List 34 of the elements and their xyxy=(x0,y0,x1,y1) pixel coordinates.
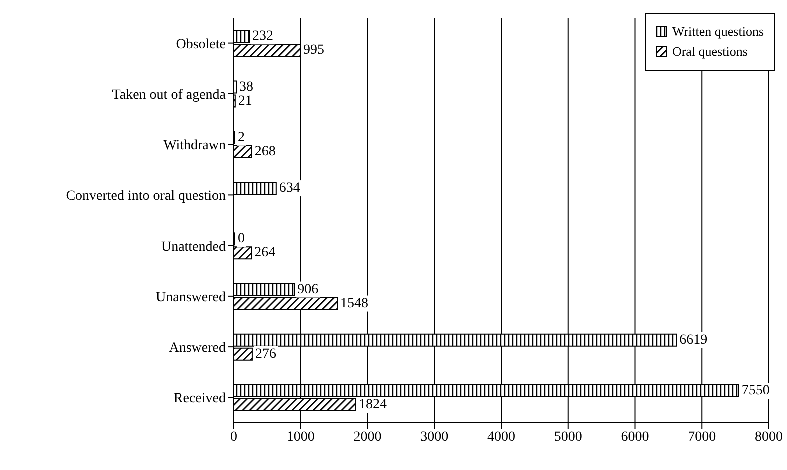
legend-label: Written questions xyxy=(672,24,764,40)
data-label: 7550 xyxy=(742,384,770,399)
y-tick-label: Unanswered xyxy=(156,290,226,306)
data-label: 268 xyxy=(254,144,276,160)
data-label: 1548 xyxy=(340,296,369,312)
y-tick-label: Taken out of agenda xyxy=(112,88,227,103)
x-tick-label: 1000 xyxy=(286,430,315,445)
y-tick-label: Withdrawn xyxy=(164,138,226,154)
data-label: 0 xyxy=(238,232,245,247)
data-label: 264 xyxy=(254,246,276,261)
data-label: 21 xyxy=(238,94,252,109)
x-tick-label: 7000 xyxy=(688,430,716,445)
x-tick-label: 2000 xyxy=(354,430,382,445)
x-tick-label: 0 xyxy=(230,430,238,445)
data-label: 995 xyxy=(304,43,325,58)
data-label: 634 xyxy=(279,181,300,196)
legend-label: Oral questions xyxy=(672,44,748,60)
y-tick-label: Unattended xyxy=(161,240,226,255)
data-label: 1824 xyxy=(358,398,387,413)
y-tick-label: Obsolete xyxy=(176,37,226,52)
x-tick-label: 6000 xyxy=(621,430,650,445)
x-tick-label: 4000 xyxy=(488,430,516,445)
data-label: 2 xyxy=(238,130,245,146)
x-tick-label: 3000 xyxy=(420,430,449,445)
x-tick-label: 5000 xyxy=(554,430,582,445)
y-tick-label: Converted into oral question xyxy=(66,189,226,204)
x-tick-label: 8000 xyxy=(755,430,783,445)
data-label: 38 xyxy=(240,80,254,95)
data-label: 232 xyxy=(252,29,274,44)
data-label: 276 xyxy=(255,346,276,362)
y-tick-label: Answered xyxy=(169,341,226,356)
y-tick-label: Received xyxy=(174,392,226,407)
data-label: 6619 xyxy=(680,332,708,348)
data-label: 906 xyxy=(298,282,319,298)
